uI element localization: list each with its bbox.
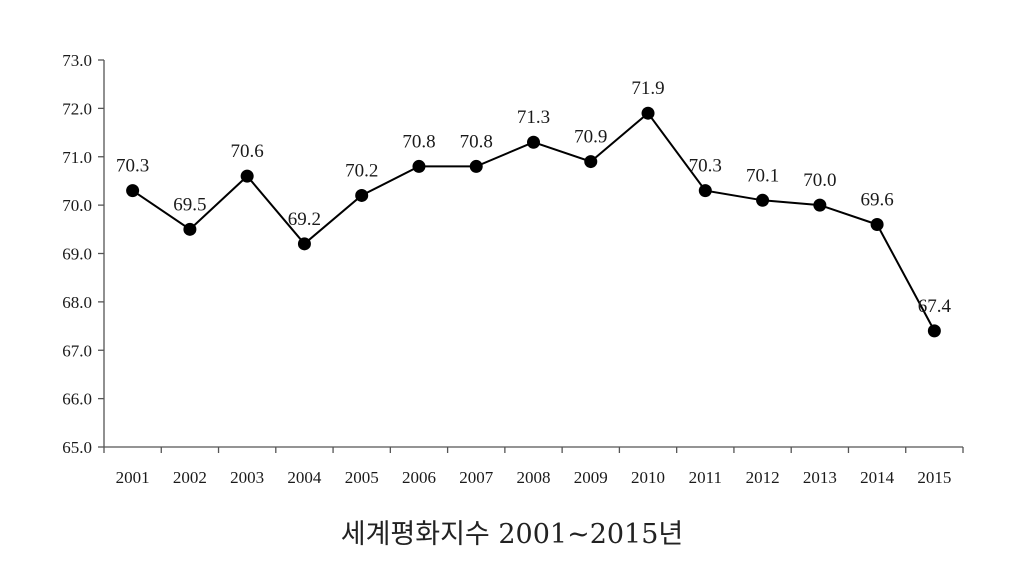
x-tick-label: 2010 [631, 468, 665, 487]
data-label: 70.8 [460, 131, 493, 152]
y-axis: 65.0 66.0 67.0 68.0 69.0 70.0 71.0 72.0 73.0 [62, 51, 105, 457]
data-label: 70.0 [803, 170, 836, 191]
x-tick-label: 2015 [917, 468, 951, 487]
data-label: 70.3 [689, 156, 722, 177]
y-tick-label: 69.0 [62, 245, 92, 264]
data-label: 69.5 [173, 194, 206, 215]
data-label: 71.9 [631, 78, 664, 99]
x-axis: 2001 2002 2003 2004 2005 2006 2007 2008 2009 2010… [103, 446, 964, 487]
data-point [527, 135, 540, 149]
data-label: 69.2 [288, 209, 321, 230]
data-points [126, 106, 941, 338]
y-tick-label: 65.0 [62, 438, 92, 457]
data-label: 70.1 [746, 165, 779, 186]
x-tick-label: 2009 [574, 468, 608, 487]
data-point [240, 169, 254, 183]
y-tick-label: 71.0 [62, 148, 92, 167]
x-tick-label: 2011 [689, 468, 722, 487]
data-label: 70.3 [116, 156, 149, 177]
data-point [355, 188, 369, 202]
data-point [412, 159, 426, 173]
data-point [927, 324, 941, 338]
data-label: 70.2 [345, 160, 378, 181]
x-tick-label: 2004 [287, 468, 322, 487]
y-tick-label: 70.0 [62, 196, 92, 215]
data-label: 70.6 [231, 141, 264, 162]
x-axis-title: 세계평화지수 2001~2015년 [340, 519, 684, 550]
y-tick-label: 68.0 [62, 293, 92, 312]
x-tick-label: 2005 [345, 468, 379, 487]
data-label: 70.8 [402, 131, 435, 152]
data-point [126, 184, 140, 198]
x-tick-label: 2013 [803, 468, 837, 487]
y-tick-label: 73.0 [62, 51, 92, 70]
data-point [870, 217, 884, 231]
x-tick-label: 2001 [116, 468, 150, 487]
y-tick-label: 67.0 [62, 341, 92, 360]
data-point [584, 155, 598, 169]
data-labels: 70.3 69.5 70.6 69.2 70.2 70.8 70.8 71.3 70.9 71.9… [116, 78, 951, 317]
data-point [813, 198, 827, 212]
x-tick-label: 2006 [402, 468, 436, 487]
x-tick-label: 2002 [173, 468, 207, 487]
y-tick-label: 66.0 [62, 390, 92, 409]
data-point [698, 184, 712, 198]
x-tick-label: 2012 [746, 468, 780, 487]
x-tick-label: 2008 [517, 468, 551, 487]
x-tick-label: 2014 [860, 468, 895, 487]
data-point [756, 193, 770, 207]
data-label: 69.6 [860, 189, 893, 210]
data-point [183, 222, 197, 236]
data-label: 71.3 [517, 107, 550, 128]
data-point [469, 159, 483, 173]
y-tick-label: 72.0 [62, 99, 92, 118]
data-label: 67.4 [918, 296, 952, 317]
x-tick-label: 2007 [459, 468, 494, 487]
data-point [641, 106, 655, 120]
data-point [297, 237, 311, 251]
x-tick-label: 2003 [230, 468, 264, 487]
data-label: 70.9 [574, 127, 607, 148]
